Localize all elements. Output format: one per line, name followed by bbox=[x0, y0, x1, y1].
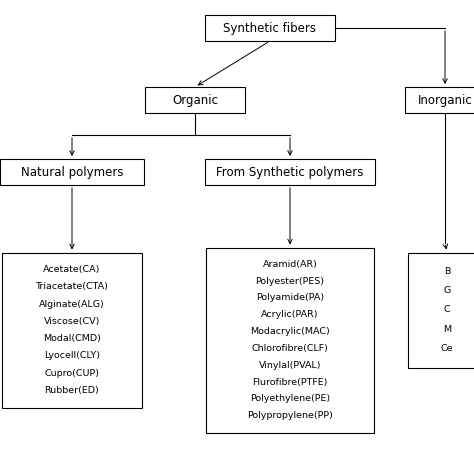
Text: Polyamide(PA): Polyamide(PA) bbox=[256, 293, 324, 302]
Text: Rubber(ED): Rubber(ED) bbox=[45, 386, 100, 395]
Text: From Synthetic polymers: From Synthetic polymers bbox=[216, 165, 364, 179]
Text: Lyocell(CLY): Lyocell(CLY) bbox=[44, 351, 100, 360]
Text: Natural polymers: Natural polymers bbox=[21, 165, 123, 179]
Text: Chlorofibre(CLF): Chlorofibre(CLF) bbox=[252, 344, 328, 353]
Text: Acrylic(PAR): Acrylic(PAR) bbox=[261, 310, 319, 319]
Text: Vinylal(PVAL): Vinylal(PVAL) bbox=[259, 361, 321, 370]
Text: Synthetic fibers: Synthetic fibers bbox=[224, 21, 317, 35]
Bar bbox=[2, 253, 142, 408]
Text: Viscose(CV): Viscose(CV) bbox=[44, 317, 100, 326]
Text: Aramid(AR): Aramid(AR) bbox=[263, 260, 318, 269]
Text: C: C bbox=[444, 306, 450, 315]
Text: Polyethylene(PE): Polyethylene(PE) bbox=[250, 394, 330, 403]
Bar bbox=[145, 87, 245, 113]
Text: Modal(CMD): Modal(CMD) bbox=[43, 334, 101, 343]
Bar bbox=[405, 87, 474, 113]
Text: Organic: Organic bbox=[172, 93, 218, 107]
Text: Triacetate(CTA): Triacetate(CTA) bbox=[36, 283, 109, 292]
Text: Polypropylene(PP): Polypropylene(PP) bbox=[247, 411, 333, 420]
Text: Alginate(ALG): Alginate(ALG) bbox=[39, 300, 105, 309]
Bar bbox=[205, 159, 375, 185]
Text: Polyester(PES): Polyester(PES) bbox=[255, 277, 325, 286]
Text: Ce: Ce bbox=[441, 344, 453, 353]
Bar bbox=[0, 159, 145, 185]
Text: Acetate(CA): Acetate(CA) bbox=[43, 265, 100, 274]
Text: Flurofibre(PTFE): Flurofibre(PTFE) bbox=[252, 378, 328, 386]
Text: Cupro(CUP): Cupro(CUP) bbox=[45, 369, 100, 378]
Text: B: B bbox=[444, 267, 450, 276]
Text: Modacrylic(MAC): Modacrylic(MAC) bbox=[250, 327, 330, 336]
Text: Inorganic: Inorganic bbox=[418, 93, 473, 107]
Bar bbox=[205, 15, 335, 41]
Text: M: M bbox=[443, 325, 451, 334]
Bar bbox=[206, 247, 374, 432]
Bar bbox=[408, 253, 474, 367]
Text: G: G bbox=[443, 286, 451, 295]
